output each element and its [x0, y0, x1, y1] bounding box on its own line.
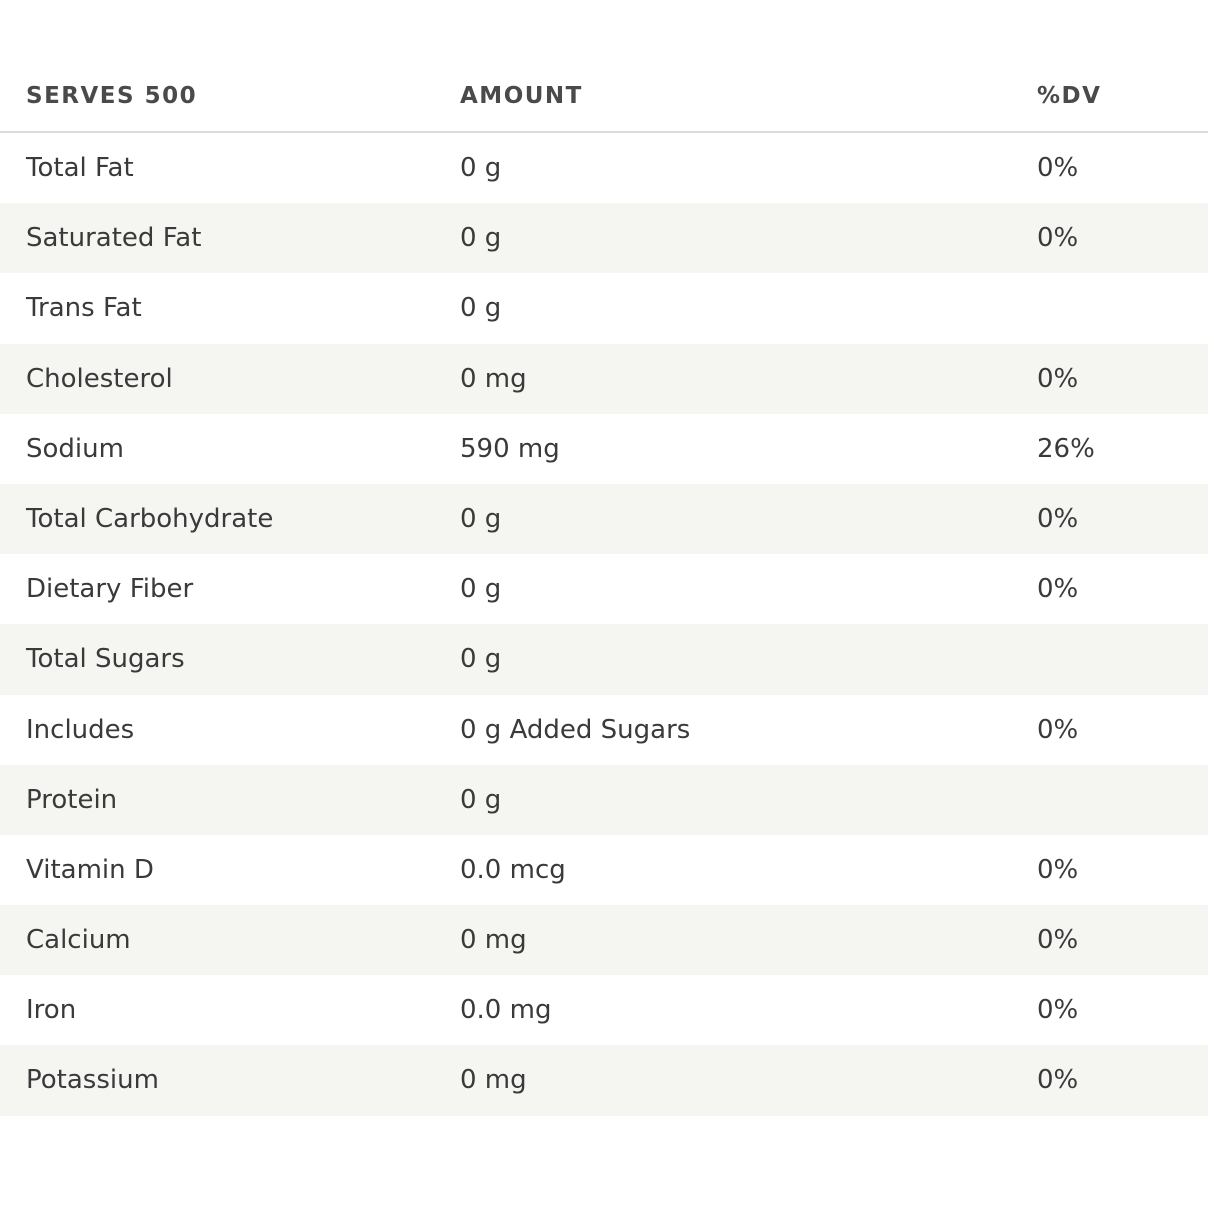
- nutrient-name: Includes: [26, 714, 135, 745]
- nutrient-amount: 0 g: [460, 223, 502, 254]
- nutrient-dv: 0%: [1037, 925, 1079, 956]
- table-row: Total Sugars 0 g: [0, 624, 1208, 695]
- nutrient-amount: 590 mg: [460, 433, 560, 464]
- header-serves: SERVES 500: [26, 83, 198, 109]
- table-row: Saturated Fat 0 g 0%: [0, 203, 1208, 274]
- nutrient-dv: 0%: [1037, 995, 1079, 1026]
- nutrient-dv: 0%: [1037, 153, 1079, 183]
- nutrient-name: Protein: [26, 784, 118, 815]
- nutrient-name: Sodium: [26, 433, 124, 464]
- nutrient-amount: 0 mg: [460, 363, 527, 394]
- table-row: Total Fat 0 g 0%: [0, 133, 1208, 203]
- nutrient-name: Total Carbohydrate: [26, 503, 274, 534]
- nutrient-dv: 0%: [1037, 574, 1079, 605]
- nutrient-amount: 0 g: [460, 293, 502, 324]
- nutrient-name: Iron: [26, 995, 77, 1026]
- header-amount: AMOUNT: [460, 83, 583, 109]
- nutrient-name: Cholesterol: [26, 363, 173, 394]
- nutrient-name: Dietary Fiber: [26, 574, 194, 605]
- nutrient-name: Vitamin D: [26, 854, 154, 885]
- table-row: Dietary Fiber 0 g 0%: [0, 554, 1208, 624]
- table-row: Total Carbohydrate 0 g 0%: [0, 483, 1208, 555]
- table-row: Potassium 0 mg 0%: [0, 1045, 1208, 1116]
- table-row: Protein 0 g: [0, 764, 1208, 835]
- table-row: Trans Fat 0 g: [0, 273, 1208, 343]
- nutrient-dv: 0%: [1037, 363, 1079, 394]
- nutrient-dv: 0%: [1037, 503, 1079, 534]
- nutrient-name: Calcium: [26, 925, 131, 956]
- nutrient-amount: 0 g: [460, 784, 502, 815]
- nutrient-dv: 26%: [1037, 433, 1095, 464]
- nutrient-name: Trans Fat: [26, 293, 142, 324]
- nutrient-name: Total Fat: [26, 153, 134, 183]
- nutrient-dv: 0%: [1037, 714, 1079, 745]
- nutrient-dv: 0%: [1037, 1065, 1079, 1096]
- nutrient-amount: 0 g: [460, 153, 502, 183]
- table-row: Cholesterol 0 mg 0%: [0, 343, 1208, 414]
- table-row: Includes 0 g Added Sugars 0%: [0, 695, 1208, 765]
- nutrient-amount: 0 g: [460, 503, 502, 534]
- nutrition-table: SERVES 500 AMOUNT %DV Total Fat 0 g 0% Satu…: [0, 62, 1208, 1116]
- nutrient-name: Saturated Fat: [26, 223, 202, 254]
- header-dv: %DV: [1037, 83, 1102, 109]
- nutrient-name: Potassium: [26, 1065, 159, 1096]
- nutrient-amount: 0.0 mcg: [460, 854, 566, 885]
- nutrient-amount: 0.0 mg: [460, 995, 552, 1026]
- table-body: Total Fat 0 g 0% Saturated Fat 0 g 0% Trans Fa…: [0, 133, 1208, 1116]
- nutrient-name: Total Sugars: [26, 644, 185, 675]
- table-header: SERVES 500 AMOUNT %DV: [0, 62, 1208, 133]
- table-row: Vitamin D 0.0 mcg 0%: [0, 835, 1208, 905]
- table-row: Calcium 0 mg 0%: [0, 905, 1208, 976]
- nutrient-amount: 0 g Added Sugars: [460, 714, 691, 745]
- nutrient-dv: 0%: [1037, 854, 1079, 885]
- nutrient-dv: 0%: [1037, 223, 1079, 254]
- nutrient-amount: 0 mg: [460, 1065, 527, 1096]
- table-row: Iron 0.0 mg 0%: [0, 975, 1208, 1045]
- nutrient-amount: 0 mg: [460, 925, 527, 956]
- nutrient-amount: 0 g: [460, 644, 502, 675]
- nutrient-amount: 0 g: [460, 574, 502, 605]
- table-row: Sodium 590 mg 26%: [0, 414, 1208, 484]
